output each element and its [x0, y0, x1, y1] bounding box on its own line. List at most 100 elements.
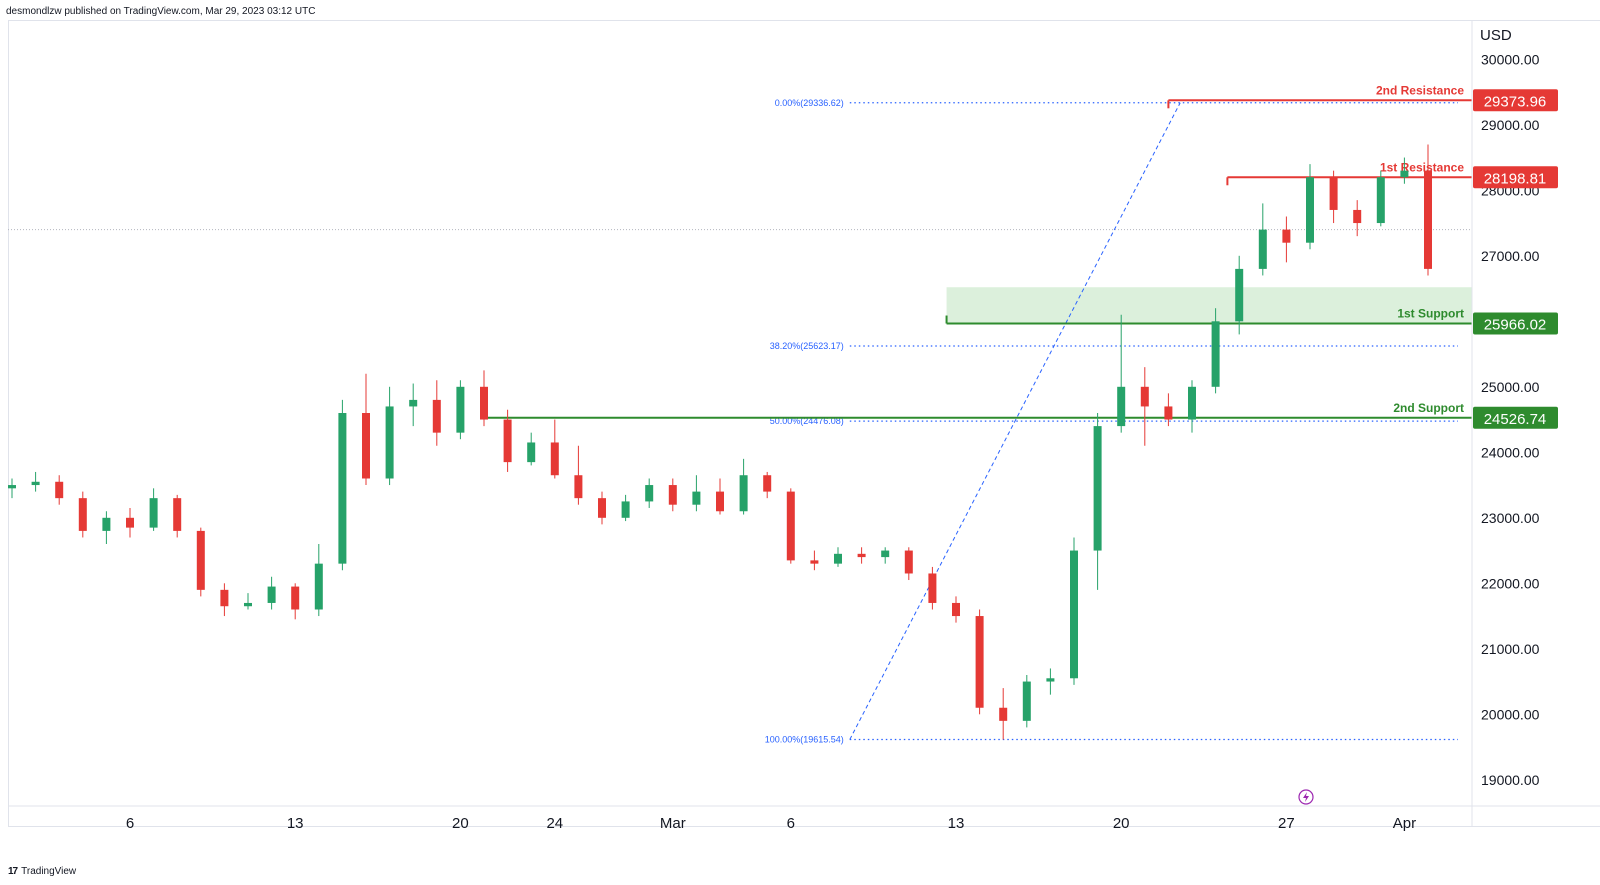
price-axis-badge [1473, 406, 1558, 429]
x-tick-label: 13 [287, 815, 304, 832]
candle-body [338, 413, 347, 564]
fib-level-label: 38.20%(25623.17) [770, 341, 844, 351]
candle-body [999, 707, 1008, 721]
candle-body [1093, 426, 1102, 551]
candle-body [786, 491, 795, 561]
y-tick-label: 29000.00 [1481, 117, 1540, 133]
currency-label: USD [1480, 27, 1512, 44]
x-tick-label: 20 [1113, 815, 1130, 832]
x-tick-label: 6 [126, 815, 134, 832]
candle-body [196, 530, 205, 590]
candle-body [78, 498, 87, 531]
candle-body [409, 399, 418, 407]
candle-body [31, 481, 40, 486]
candle-body [432, 399, 441, 433]
candle-body [1117, 386, 1126, 427]
tradingview-brand-text: TradingView [21, 866, 77, 877]
level-name-label: 2nd Support [1393, 401, 1464, 415]
candle-body [267, 586, 276, 603]
candle-body [126, 517, 134, 528]
candle-body [1235, 268, 1244, 322]
candle-body [621, 501, 630, 518]
x-tick-label: 24 [546, 815, 563, 832]
lightning-icon-bolt [1303, 792, 1309, 802]
candle-body [952, 602, 960, 617]
support-zone [946, 287, 1472, 324]
publisher-caption: desmondlzw published on TradingView.com,… [6, 6, 316, 17]
candle-body [975, 616, 984, 708]
chart-frame [8, 20, 1600, 827]
candle-body [1376, 177, 1385, 224]
y-tick-label: 21000.00 [1481, 641, 1540, 657]
candle-body [692, 491, 701, 505]
y-tick-label: 22000.00 [1481, 575, 1540, 591]
candle-body [810, 560, 819, 564]
level-name-label: 1st Resistance [1380, 160, 1464, 174]
fib-level-label: 100.00%(19615.54) [765, 734, 844, 744]
y-tick-label: 30000.00 [1481, 51, 1540, 67]
candle-body [1070, 550, 1078, 679]
candle-body [1258, 229, 1267, 269]
price-axis-badge [1473, 166, 1558, 189]
candle-body [550, 442, 559, 476]
candle-body [291, 586, 300, 610]
candle-body [1424, 170, 1432, 269]
candle-body [480, 386, 488, 420]
candle-body [314, 563, 323, 610]
candle-body [1282, 229, 1291, 243]
price-axis-badge [1473, 89, 1558, 112]
y-tick-label: 25000.00 [1481, 379, 1540, 395]
y-tick-label: 27000.00 [1481, 248, 1540, 264]
fib-trend-line [849, 102, 1181, 740]
price-axis-badge [1473, 312, 1558, 335]
candle-body [598, 498, 606, 518]
lightning-icon[interactable] [1298, 789, 1314, 805]
x-tick-label: Mar [660, 815, 686, 832]
candle-body [574, 475, 583, 499]
candle-body [1022, 681, 1031, 721]
candle-body [362, 413, 370, 479]
fib-level-label: 50.00%(24476.08) [770, 416, 844, 426]
y-tick-label: 19000.00 [1481, 772, 1540, 788]
candle-body [834, 553, 842, 564]
candle-body [102, 517, 111, 531]
candle-body [1306, 177, 1314, 243]
x-tick-label: 20 [452, 815, 469, 832]
candle-body [904, 550, 913, 574]
candle-body [1211, 321, 1220, 387]
candle-body [716, 491, 724, 512]
candle-body [739, 475, 748, 512]
price-axis-badge-text: 25966.02 [1484, 317, 1547, 334]
candle-body [1400, 170, 1409, 178]
candle-body [668, 485, 677, 505]
x-tick-label: Apr [1393, 815, 1416, 832]
y-tick-label: 20000.00 [1481, 706, 1540, 722]
candle-body [857, 553, 866, 558]
candle-body [1164, 406, 1173, 420]
price-axis-badge-text: 24526.74 [1484, 411, 1547, 428]
candle-body [149, 498, 158, 528]
level-name-label: 1st Support [1397, 307, 1464, 321]
candle-body [1353, 209, 1362, 224]
candle-body [385, 406, 394, 479]
candle-body [55, 481, 64, 499]
fib-level-label: 0.00%(29336.62) [775, 98, 844, 108]
candle-body [8, 485, 16, 489]
level-name-label: 2nd Resistance [1376, 83, 1464, 97]
candle-body [527, 442, 536, 463]
candle-body [503, 419, 512, 463]
candle-body [244, 602, 252, 607]
candle-body [1140, 386, 1149, 407]
candle-body [763, 475, 772, 492]
candle-body [1046, 678, 1055, 682]
x-tick-label: 27 [1278, 815, 1295, 832]
tradingview-brand: 17 TradingView [8, 866, 76, 877]
candle-body [928, 573, 937, 603]
x-tick-label: 13 [948, 815, 965, 832]
candle-body [645, 485, 654, 502]
candle-body [220, 589, 229, 607]
lightning-icon-ring [1298, 789, 1314, 805]
candle-body [173, 498, 182, 531]
x-tick-label: 6 [787, 815, 795, 832]
